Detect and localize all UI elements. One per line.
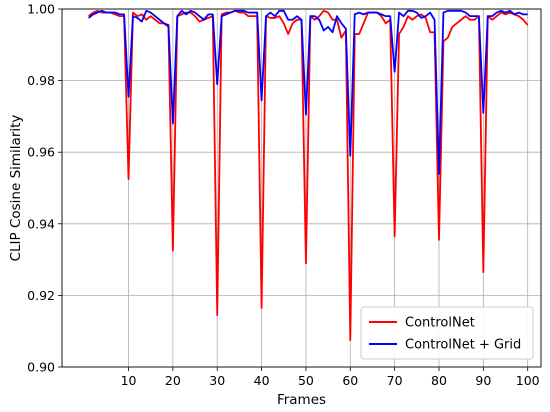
x-tick-label: 60 <box>342 373 358 388</box>
x-tick-label: 10 <box>121 373 137 388</box>
x-tick-label: 100 <box>516 373 540 388</box>
y-tick-label: 0.96 <box>27 145 55 160</box>
y-tick-label: 0.90 <box>27 360 55 375</box>
x-axis-ticks: 10 20 30 40 50 60 70 80 90 100 <box>121 367 540 388</box>
y-tick-label: 0.98 <box>27 73 55 88</box>
legend: ControlNet ControlNet + Grid <box>360 306 534 360</box>
y-tick-label: 1.00 <box>27 2 55 17</box>
series-line-controlnet <box>88 9 529 342</box>
y-axis-label: CLIP Cosine Similarity <box>8 115 24 262</box>
x-tick-label: 80 <box>431 373 447 388</box>
series-line-controlnet-grid <box>88 9 528 175</box>
legend-box <box>360 306 534 360</box>
x-axis-label: Frames <box>277 392 326 408</box>
x-tick-label: 20 <box>165 373 181 388</box>
legend-label-controlnet-grid: ControlNet + Grid <box>405 338 521 353</box>
y-tick-label: 0.92 <box>27 288 55 303</box>
x-tick-label: 70 <box>387 373 403 388</box>
legend-label-controlnet: ControlNet <box>405 316 475 331</box>
x-tick-label: 30 <box>209 373 225 388</box>
y-tick-label: 0.94 <box>27 216 55 231</box>
plot-frame <box>61 8 542 368</box>
grid-lines <box>62 8 541 368</box>
x-tick-label: 40 <box>254 373 270 388</box>
y-axis-ticks: 0.90 0.92 0.94 0.96 0.98 1.00 <box>27 2 62 375</box>
series-lines <box>88 9 529 342</box>
x-tick-label: 50 <box>298 373 314 388</box>
x-tick-label: 90 <box>475 373 491 388</box>
